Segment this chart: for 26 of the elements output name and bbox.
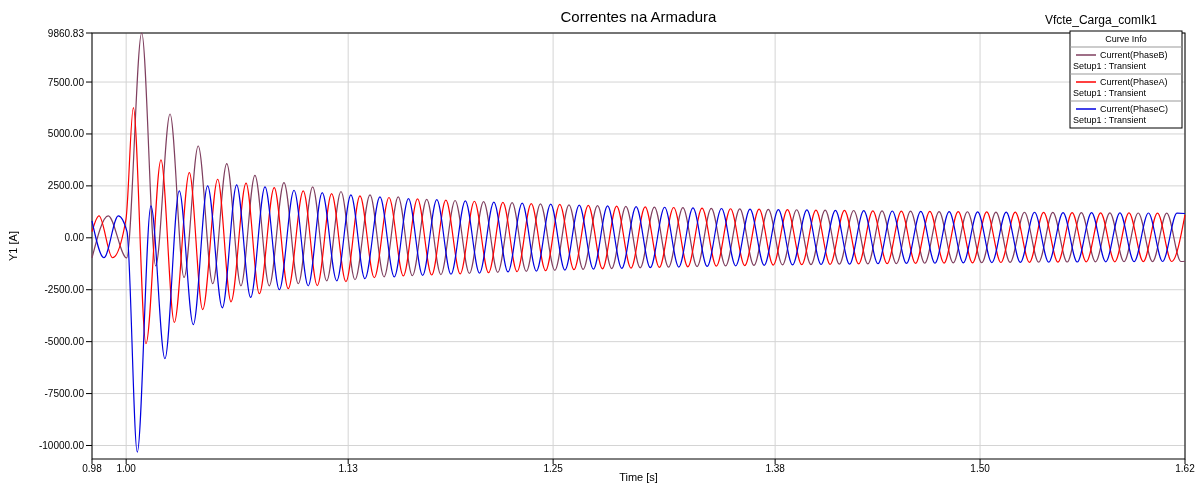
text: Vfcte_Carga_comIk1 <box>1044 13 1158 27</box>
line-series <box>91 106 1186 345</box>
x-tick-label: 1.62 <box>1175 463 1196 474</box>
x-tick-label: 1.13 <box>338 463 359 474</box>
x-tick-label: 1.38 <box>765 463 786 474</box>
y-tick-label: -5000.00 <box>44 336 85 348</box>
line-series <box>91 184 1186 453</box>
legend-label: Current(PhaseB) Setup1 : Transient <box>1073 50 1168 71</box>
chart-title: Correntes na Armadura <box>560 8 718 25</box>
x-tick-label: 1.00 <box>116 463 137 474</box>
y-tick-label: 9860.83 <box>47 27 85 39</box>
x-tick-label: 1.50 <box>970 463 991 474</box>
y-tick-label: 2500.00 <box>47 180 85 192</box>
x-tick-label: 1.25 <box>543 463 564 474</box>
legend-label: Current(PhaseA) Setup1 : Transient <box>1073 77 1168 98</box>
legend-label: Current(PhaseC) Setup1 : Transient <box>1073 104 1169 125</box>
y-axis-title: Y1 [A] <box>7 231 19 261</box>
y-tick-label: -2500.00 <box>44 284 85 296</box>
y-tick-label: 5000.00 <box>47 128 85 140</box>
x-axis-title: Time [s] <box>619 471 658 483</box>
legend-title: Curve Info <box>1105 34 1147 44</box>
y-tick-label: -10000.00 <box>38 440 85 451</box>
y-tick-label: -7500.00 <box>44 388 85 400</box>
y-tick-label: 7500.00 <box>47 76 85 88</box>
x-tick-label: 0.98 <box>82 463 103 474</box>
y-tick-label: 0.00 <box>64 232 85 244</box>
